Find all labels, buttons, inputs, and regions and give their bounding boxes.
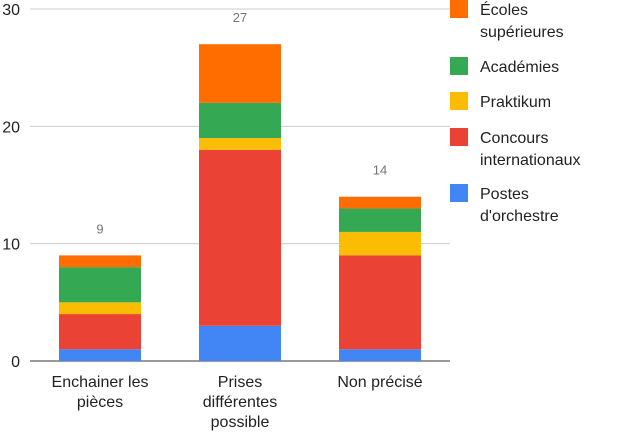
x-tick-label-non-precise-line1: Non précisé [337,374,422,391]
legend-item-ecoles-superieures: Écoles supérieures [450,0,610,44]
bar-segment-praktikum-non-precise [339,231,421,256]
bar-segment-concours-internationaux-non-precise [339,255,421,350]
legend-item-concours-internationaux: Concours internationaux [450,128,610,172]
y-tick-label-10: 10 [2,237,20,254]
legend-label-postes-orchestre-line1: Postes [480,186,529,203]
legend-label-concours-internationaux-line2: internationaux [480,152,581,169]
bar-segment-praktikum-prises-differentes-possible [199,138,281,150]
y-tick-label-0: 0 [11,354,20,371]
x-tick-label-enchainer-les-pieces-line2: pièces [77,394,123,411]
legend-label-ecoles-superieures-line1: Écoles [480,2,529,19]
bar-segment-concours-internationaux-enchainer-les-pieces [59,314,141,350]
y-tick-label-20: 20 [2,119,20,136]
legend-item-praktikum: Praktikum [450,92,610,114]
total-label-enchainer-les-pieces: 9 [96,221,103,236]
x-tick-label-enchainer-les-pieces-line1: Enchainer les [52,374,149,391]
bar-segment-concours-internationaux-prises-differentes-possible [199,149,281,326]
legend-label-concours-internationaux-line1: Concours [480,130,549,147]
x-tick-label-prises-differentes-possible-line3: possible [211,414,270,431]
legend-label-academies: Académies [480,59,560,76]
legend-label-postes-orchestre-line2: d'orchestre [480,208,559,225]
legend-swatch-concours-internationaux [450,128,468,146]
bar-segment-ecoles-superieures-non-precise [339,196,421,209]
x-tick-label-prises-differentes-possible-line1: Prises [218,374,262,391]
bar-segment-ecoles-superieures-prises-differentes-possible [199,44,281,103]
bar-segment-postes-d-orchestre-non-precise [339,349,421,361]
x-tick-label-prises-differentes-possible-line2: différentes [203,394,277,411]
legend-item-academies: Académies [450,57,610,79]
bar-segment-ecoles-superieures-enchainer-les-pieces [59,255,141,268]
bar-segment-academies-enchainer-les-pieces [59,267,141,303]
legend-swatch-academies [450,57,468,75]
bar-segment-postes-d-orchestre-prises-differentes-possible [199,325,281,361]
y-tick-label-30: 30 [2,2,20,19]
legend-label-ecoles-superieures-line2: supérieures [480,24,564,41]
legend-swatch-praktikum [450,92,468,110]
bar-segment-postes-d-orchestre-enchainer-les-pieces [59,349,141,361]
bar-segment-academies-non-precise [339,208,421,232]
bar-segment-academies-prises-differentes-possible [199,102,281,139]
legend-item-postes-orchestre: Postes d'orchestre [450,184,610,228]
total-label-prises-differentes-possible: 27 [233,10,247,25]
legend-swatch-ecoles-superieures [450,0,468,18]
legend-swatch-postes-orchestre [450,184,468,202]
total-label-non-precise: 14 [373,163,387,178]
bar-segment-praktikum-enchainer-les-pieces [59,302,141,315]
legend-label-praktikum: Praktikum [480,94,552,111]
